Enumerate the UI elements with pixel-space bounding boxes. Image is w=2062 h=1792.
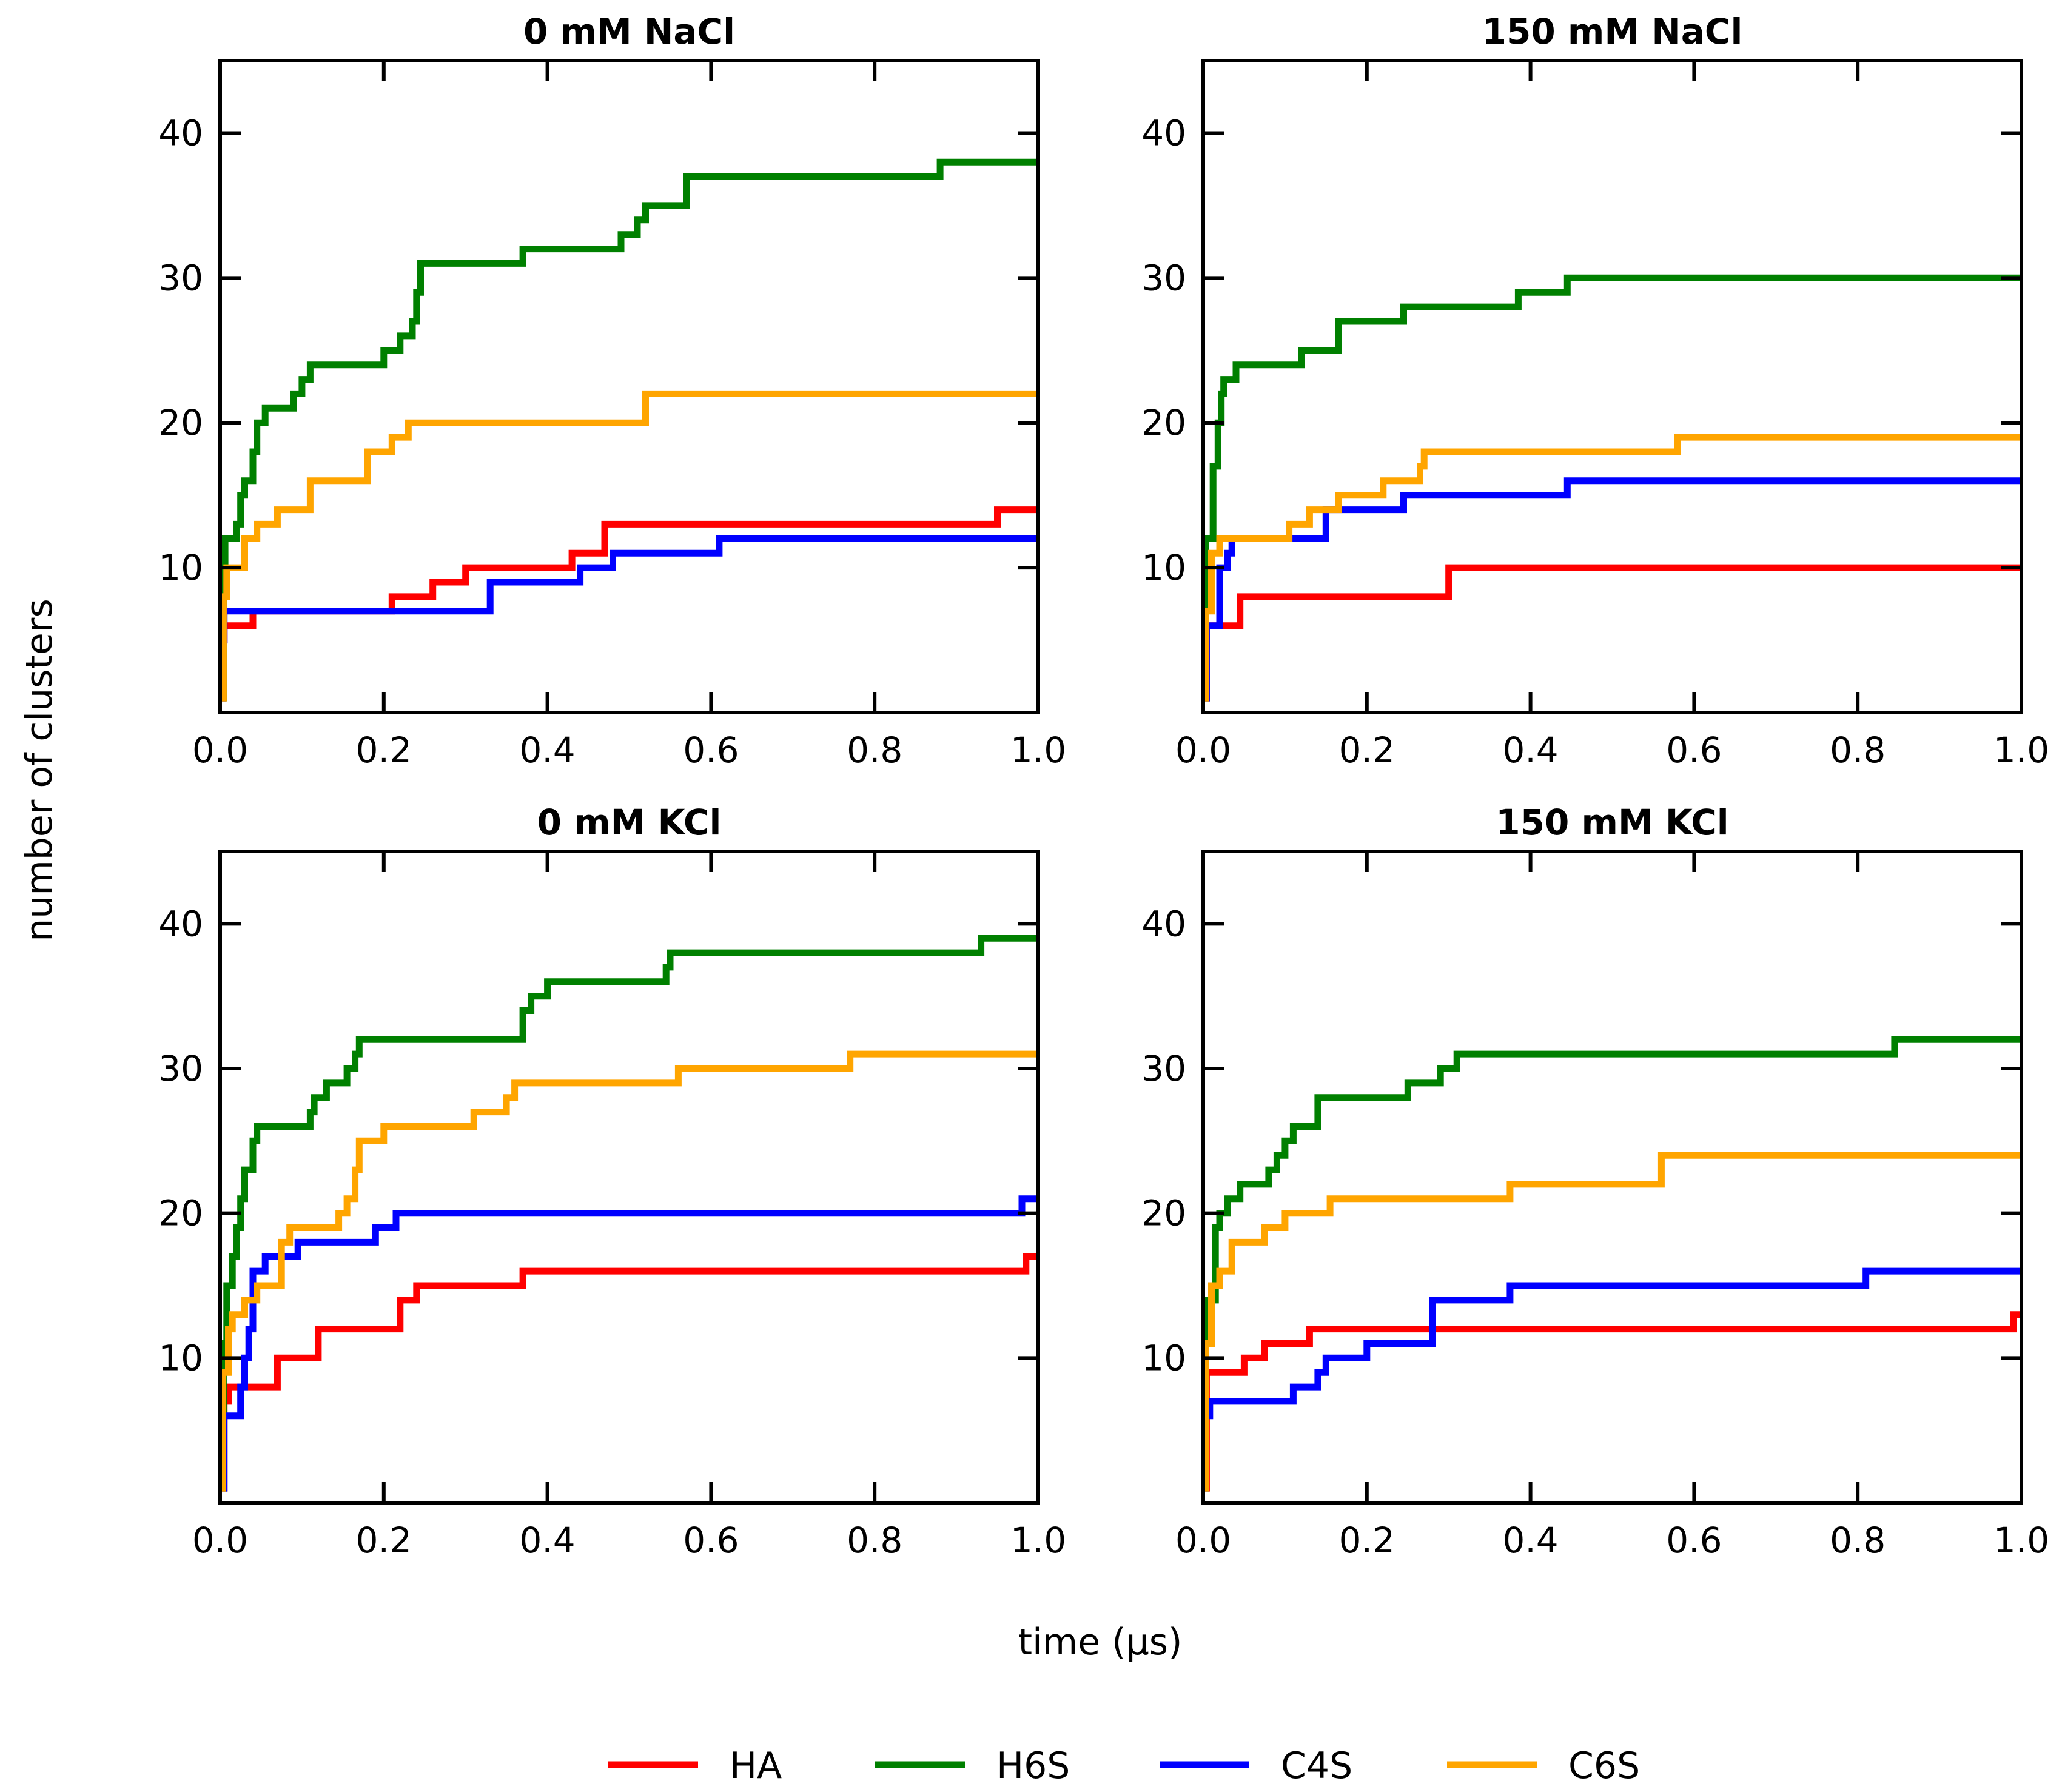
panel-150-mm-nacl-series-c6s	[1203, 434, 2021, 702]
panel-0-mm-kcl-title: 0 mM KCl	[537, 802, 722, 843]
panel-0-mm-kcl-x-tick-label: 0.4	[519, 1520, 575, 1561]
x-axis-label: time (μs)	[1018, 1621, 1183, 1663]
panel-0-mm-kcl-x-tick-label: 1.0	[1010, 1520, 1066, 1561]
panel-0-mm-kcl-x-tick-label: 0.8	[847, 1520, 902, 1561]
panel-150-mm-kcl-x-tick-label: 0.4	[1502, 1520, 1558, 1561]
legend-item-c6s: C6S	[1447, 1745, 1640, 1787]
panel-0-mm-nacl-series-h6s	[220, 158, 1038, 702]
panel-150-mm-nacl-x-tick-label: 0.8	[1830, 730, 1886, 771]
panel-0-mm-kcl-y-tick-label: 20	[158, 1193, 203, 1234]
panel-0-mm-nacl-x-tick-label: 0.6	[683, 730, 739, 771]
panel-0-mm-nacl-title: 0 mM NaCl	[523, 11, 735, 52]
legend-item-ha: HA	[608, 1745, 782, 1787]
panel-150-mm-nacl-title: 150 mM NaCl	[1482, 11, 1743, 52]
panel-150-mm-kcl-series	[1203, 1036, 2021, 1492]
legend-label-h6s: H6S	[996, 1745, 1070, 1787]
panel-0-mm-nacl-frame	[218, 59, 1040, 714]
panel-0-mm-nacl-x-tick-label: 0.0	[192, 730, 248, 771]
panel-150-mm-nacl-series	[1203, 274, 2021, 702]
panel-150-mm-kcl-series-c6s	[1203, 1152, 2021, 1492]
panel-0-mm-nacl-y-tick-label: 30	[158, 257, 203, 298]
panel-0-mm-nacl: 0.0 0.2 0.4 0.6 0.8 1.0 10 20 30 40 0 mM NaCl	[158, 11, 1066, 771]
panel-0-mm-kcl-x-tick-label: 0.2	[356, 1520, 412, 1561]
panel-0-mm-nacl-y-tick-label: 40	[158, 112, 203, 153]
legend-label-c4s: C4S	[1281, 1745, 1352, 1787]
panel-150-mm-kcl-y-tick-label: 40	[1141, 903, 1186, 944]
panel-0-mm-kcl-frame	[218, 850, 1040, 1505]
panel-0-mm-nacl-x-tick-label: 0.4	[519, 730, 575, 771]
panel-150-mm-kcl-y-tick-label: 10	[1141, 1337, 1186, 1378]
panel-150-mm-nacl: 0.0 0.2 0.4 0.6 0.8 1.0 10 20 30 40 150 mM NaCl	[1141, 11, 2049, 771]
panel-0-mm-nacl-series-c6s	[220, 390, 1038, 702]
panel-150-mm-nacl-series-h6s	[1203, 274, 2021, 702]
panel-150-mm-kcl-series-h6s	[1203, 1036, 2021, 1492]
panel-0-mm-kcl: 0.0 0.2 0.4 0.6 0.8 1.0 10 20 30 40 0 mM KCl	[158, 802, 1066, 1561]
panel-150-mm-nacl-y-tick-label: 10	[1141, 547, 1186, 588]
panel-150-mm-kcl-frame	[1201, 850, 2023, 1505]
panel-0-mm-kcl-series-ha	[220, 1253, 1038, 1492]
panel-0-mm-nacl-x-tick-label: 0.2	[356, 730, 412, 771]
legend-label-c6s: C6S	[1568, 1745, 1640, 1787]
panel-150-mm-nacl-x-tick-label: 1.0	[1993, 730, 2049, 771]
panel-0-mm-nacl-y-tick-label: 20	[158, 402, 203, 443]
panel-0-mm-kcl-series-c4s	[220, 1195, 1038, 1492]
panel-0-mm-kcl-y-tick-label: 40	[158, 903, 203, 944]
panel-150-mm-nacl-x-tick-label: 0.6	[1666, 730, 1722, 771]
panel-0-mm-kcl-x-tick-label: 0.6	[683, 1520, 739, 1561]
panel-150-mm-nacl-y-tick-label: 30	[1141, 257, 1186, 298]
panel-0-mm-kcl-series-c6s	[220, 1050, 1038, 1492]
panel-0-mm-kcl-x-tick-label: 0.0	[192, 1520, 248, 1561]
legend-label-ha: HA	[730, 1745, 782, 1787]
panel-150-mm-kcl-series-c4s	[1203, 1267, 2021, 1492]
legend-item-c4s: C4S	[1160, 1745, 1352, 1787]
panel-150-mm-kcl-y-tick-label: 30	[1141, 1048, 1186, 1089]
legend-item-h6s: H6S	[875, 1745, 1070, 1787]
panel-150-mm-kcl-title: 150 mM KCl	[1496, 802, 1728, 843]
panel-150-mm-nacl-frame	[1201, 59, 2023, 714]
legend: HA H6S C4S C6S	[608, 1745, 1640, 1787]
panel-150-mm-kcl-y-tick-label: 20	[1141, 1193, 1186, 1234]
panel-0-mm-nacl-x-tick-label: 0.8	[847, 730, 902, 771]
panel-150-mm-nacl-x-tick-label: 0.0	[1175, 730, 1231, 771]
panel-150-mm-nacl-x-tick-label: 0.4	[1502, 730, 1558, 771]
panel-150-mm-kcl-x-tick-label: 0.2	[1339, 1520, 1395, 1561]
panel-0-mm-kcl-y-tick-label: 30	[158, 1048, 203, 1089]
panel-150-mm-kcl-x-tick-label: 0.0	[1175, 1520, 1231, 1561]
panel-0-mm-kcl-y-tick-label: 10	[158, 1337, 203, 1378]
y-axis-label: number of clusters	[18, 599, 61, 941]
panel-0-mm-kcl-series	[220, 935, 1038, 1492]
panel-150-mm-nacl-x-tick-label: 0.2	[1339, 730, 1395, 771]
panel-150-mm-nacl-y-tick-label: 40	[1141, 112, 1186, 153]
panel-150-mm-kcl-x-tick-label: 0.8	[1830, 1520, 1886, 1561]
panel-150-mm-kcl-x-tick-label: 1.0	[1993, 1520, 2049, 1561]
panel-0-mm-kcl-series-h6s	[220, 935, 1038, 1492]
panel-0-mm-nacl-series	[220, 158, 1038, 702]
panel-0-mm-nacl-x-tick-label: 1.0	[1010, 730, 1066, 771]
panel-150-mm-kcl: 0.0 0.2 0.4 0.6 0.8 1.0 10 20 30 40 150 mM KCl	[1141, 802, 2049, 1561]
panel-150-mm-kcl-x-tick-label: 0.6	[1666, 1520, 1722, 1561]
panel-0-mm-nacl-y-tick-label: 10	[158, 547, 203, 588]
panel-150-mm-nacl-y-tick-label: 20	[1141, 402, 1186, 443]
